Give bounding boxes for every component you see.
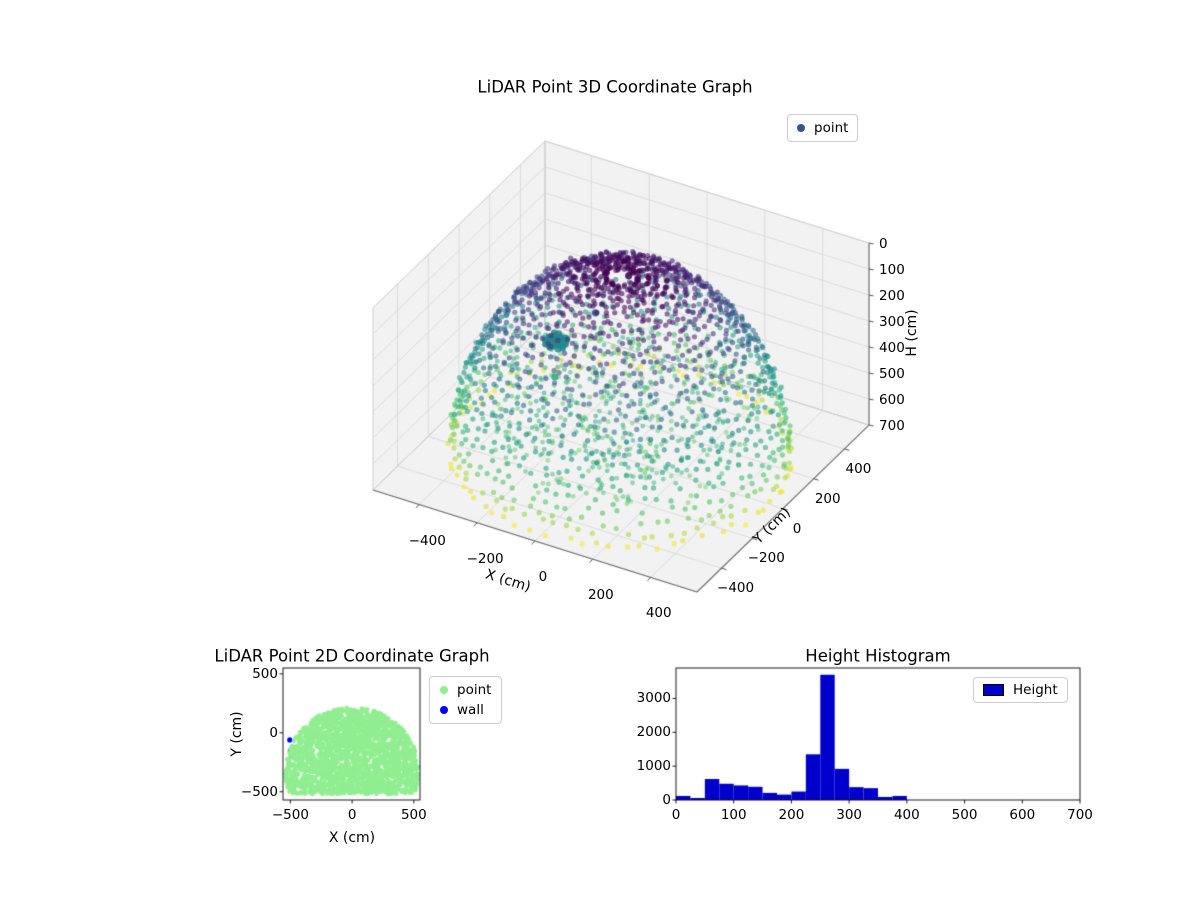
h-tick-label-3d: 100 (879, 262, 905, 279)
height-patch-icon (983, 684, 1004, 696)
x-tick-label-2d: 500 (400, 807, 427, 823)
y-tick-label-3d: 0 (792, 520, 802, 537)
y-tick-label-2d: 500 (252, 665, 278, 682)
plot2d-legend: point wall (429, 676, 503, 724)
hist-legend-label: Height (1013, 682, 1058, 698)
x-tick-label-hist: 700 (1067, 807, 1093, 823)
y-tick-label-2d: −500 (240, 783, 278, 800)
plot3d-title: LiDAR Point 3D Coordinate Graph (477, 77, 753, 97)
plot2d-xlabel: X (cm) (328, 830, 376, 846)
x-tick-label-hist: 500 (951, 807, 978, 823)
x-tick-label-2d: −500 (271, 807, 309, 823)
y-tick-label-3d: 200 (814, 490, 841, 507)
x-tick-label-hist: 100 (720, 807, 747, 823)
plot2d-legend-entry-point: point (440, 682, 491, 698)
plot2d-legend-label-wall: wall (457, 702, 484, 718)
h-tick-label-3d: 600 (879, 392, 905, 409)
h-tick-label-3d: 200 (879, 288, 905, 305)
x-tick-label-3d: 400 (645, 605, 672, 622)
x-tick-label-hist: 200 (778, 807, 805, 823)
h-tick-label-3d: 400 (879, 340, 905, 357)
plot2d-title: LiDAR Point 2D Coordinate Graph (214, 646, 490, 666)
plot3d-legend-label: point (814, 120, 849, 136)
plot3d-zlabel: H (cm) (904, 309, 920, 357)
point-marker-icon (440, 686, 448, 694)
plot2d-legend-label-point: point (457, 682, 492, 698)
h-tick-label-3d: 300 (879, 314, 905, 331)
y-tick-label-2d: 0 (269, 724, 278, 741)
x-tick-label-3d: 200 (587, 587, 614, 604)
point-marker-icon (797, 124, 805, 132)
y-tick-label-hist: 1000 (636, 758, 671, 775)
plot2d-legend-entry-wall: wall (440, 702, 484, 718)
plot2d-ylabel: Y (cm) (229, 711, 245, 757)
x-tick-label-3d: −400 (408, 532, 446, 549)
y-tick-label-hist: 2000 (636, 724, 671, 741)
x-tick-label-3d: 0 (538, 568, 548, 585)
x-tick-label-hist: 300 (836, 807, 863, 823)
hist-legend: Height (973, 677, 1068, 703)
plot3d-legend: point (787, 114, 859, 142)
wall-marker-icon (440, 706, 448, 714)
y-tick-label-hist: 0 (662, 792, 671, 808)
y-tick-label-3d: −400 (717, 580, 755, 597)
hist-title: Height Histogram (805, 646, 951, 666)
h-tick-label-3d: 0 (879, 236, 888, 253)
x-tick-label-hist: 400 (893, 807, 920, 823)
h-tick-label-3d: 500 (879, 366, 905, 383)
x-tick-label-hist: 600 (1009, 807, 1036, 823)
y-tick-label-3d: −200 (747, 550, 785, 567)
y-tick-label-3d: 400 (845, 460, 872, 477)
x-tick-label-2d: 0 (347, 807, 357, 823)
x-tick-label-3d: −200 (466, 550, 504, 567)
x-tick-label-hist: 0 (671, 807, 681, 823)
y-tick-label-hist: 3000 (636, 690, 671, 707)
h-tick-label-3d: 700 (879, 418, 905, 435)
